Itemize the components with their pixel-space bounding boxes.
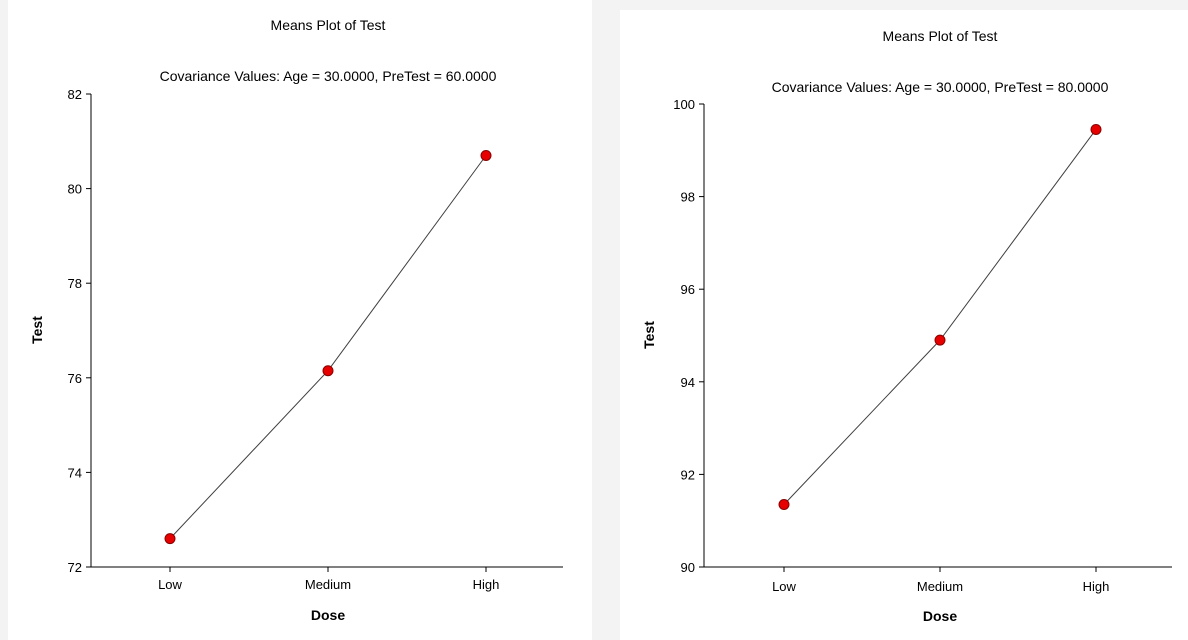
y-tick-label: 80 — [68, 182, 82, 197]
means-plot-left: Means Plot of Test Covariance Values: Ag… — [8, 0, 592, 640]
x-tick-label: Medium — [917, 579, 963, 594]
y-tick-label: 92 — [681, 467, 695, 482]
plot-area: 90 92 94 96 98 100 Low Medium High — [673, 97, 1172, 594]
data-point-high — [1091, 124, 1101, 134]
data-point-medium — [323, 366, 333, 376]
x-tick-label: Low — [158, 577, 182, 592]
means-plot-right: Means Plot of Test Covariance Values: Ag… — [620, 10, 1188, 640]
data-point-low — [779, 499, 789, 509]
x-tick-label: Medium — [305, 577, 351, 592]
y-tick-label: 94 — [681, 375, 695, 390]
y-tick-label: 78 — [68, 276, 82, 291]
x-tick-label: Low — [772, 579, 796, 594]
chart-title: Means Plot of Test — [883, 28, 998, 44]
x-axis-label: Dose — [311, 607, 345, 623]
y-tick-label: 72 — [68, 560, 82, 575]
data-point-high — [481, 150, 491, 160]
y-axis-label: Test — [29, 316, 45, 344]
chart-subtitle: Covariance Values: Age = 30.0000, PreTes… — [772, 79, 1109, 95]
y-tick-label: 76 — [68, 371, 82, 386]
x-axis-label: Dose — [923, 608, 957, 624]
x-tick-label: High — [1083, 579, 1110, 594]
chart-panel-right: Means Plot of Test Covariance Values: Ag… — [620, 10, 1188, 640]
y-tick-label: 90 — [681, 560, 695, 575]
series-line — [784, 129, 1096, 504]
y-tick-label: 82 — [68, 87, 82, 102]
chart-subtitle: Covariance Values: Age = 30.0000, PreTes… — [160, 68, 497, 84]
plot-area: 72 74 76 78 80 82 Low Medium High — [68, 87, 563, 592]
y-tick-label: 98 — [681, 190, 695, 205]
chart-title: Means Plot of Test — [271, 17, 386, 33]
series-line — [170, 155, 486, 538]
data-point-medium — [935, 335, 945, 345]
x-tick-label: High — [473, 577, 500, 592]
chart-panel-left: Means Plot of Test Covariance Values: Ag… — [8, 0, 592, 640]
y-tick-label: 74 — [68, 465, 82, 480]
y-tick-label: 100 — [673, 97, 695, 112]
y-tick-label: 96 — [681, 282, 695, 297]
y-axis-label: Test — [641, 321, 657, 349]
data-point-low — [165, 534, 175, 544]
